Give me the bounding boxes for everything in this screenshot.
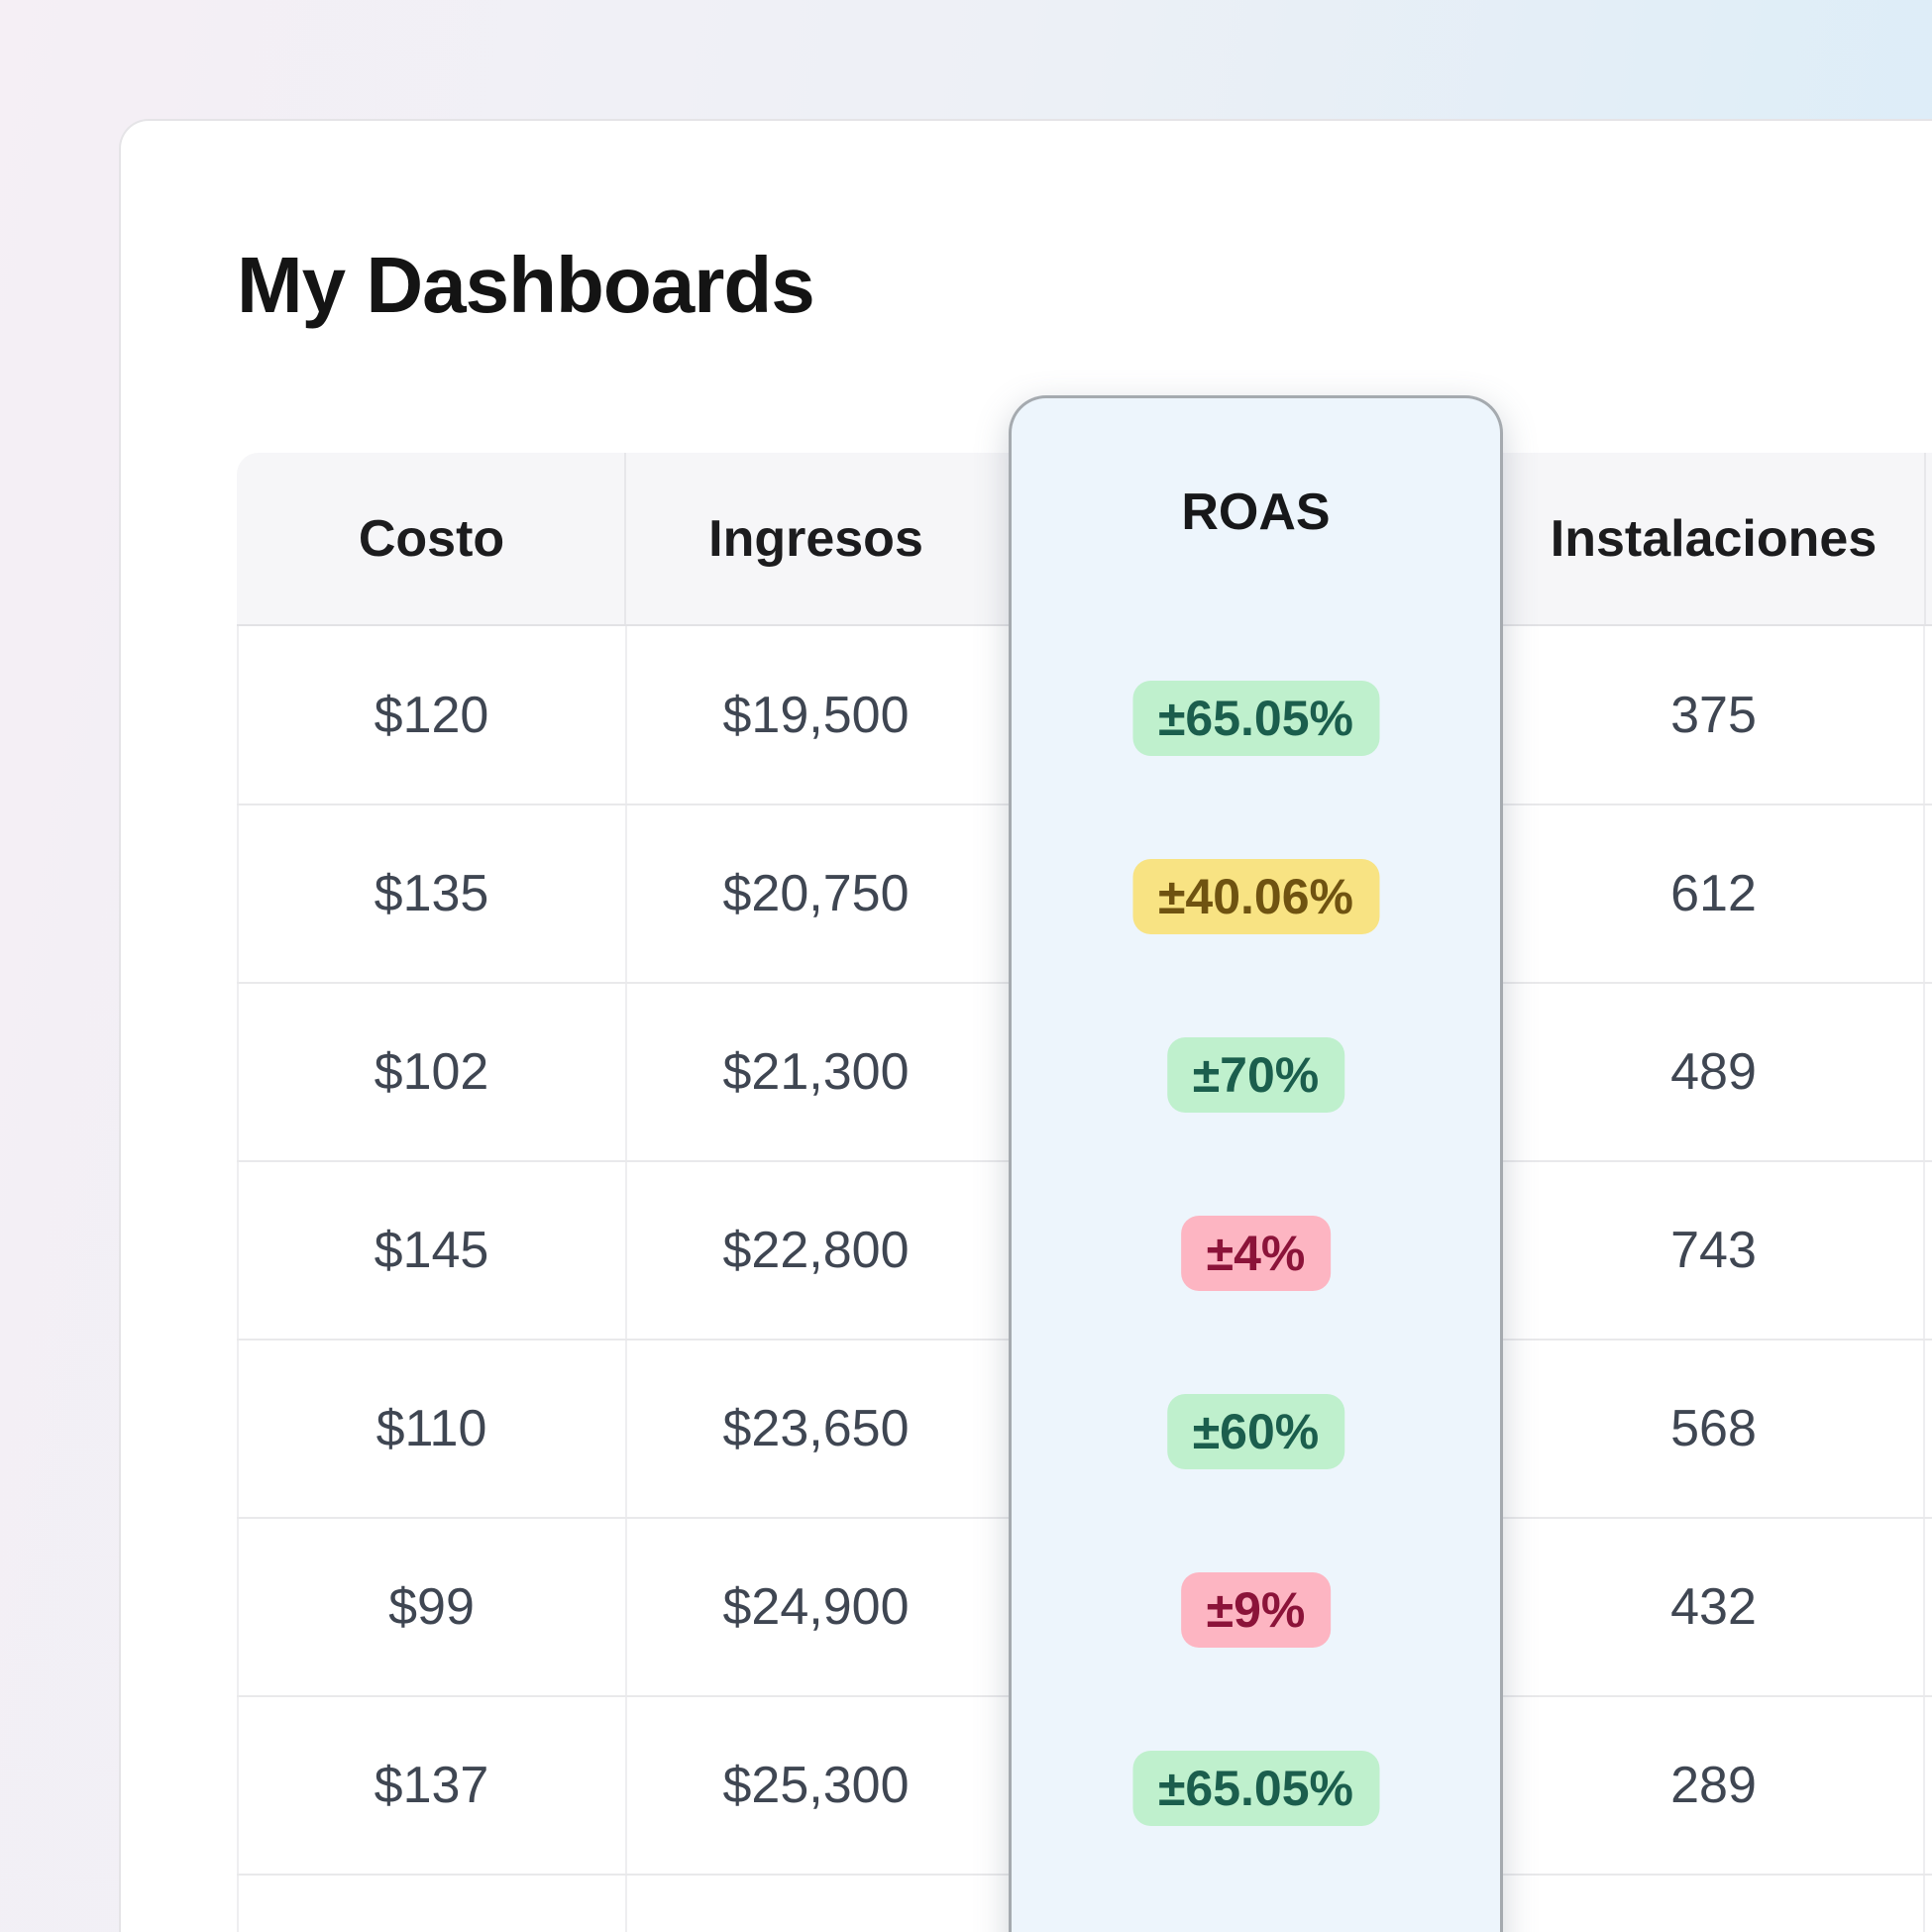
cell-ingresos: $25,300 [722, 1757, 910, 1814]
cell-costo: $145 [374, 1222, 489, 1279]
header-divider [624, 453, 626, 624]
cell-costo: $135 [374, 865, 489, 922]
header-divider [1924, 453, 1926, 624]
cell-ingresos: $23,650 [722, 1400, 910, 1457]
cell-instalaciones: 612 [1670, 865, 1757, 922]
table-left-border [237, 626, 239, 1932]
cell-costo: $99 [388, 1578, 475, 1636]
cell-instalaciones: 489 [1670, 1043, 1757, 1101]
cell-instalaciones: 375 [1670, 687, 1757, 744]
cell-ingresos: $22,800 [722, 1222, 910, 1279]
cell-ingresos: $20,750 [722, 865, 910, 922]
column-divider [625, 626, 627, 1932]
cell-costo: $120 [374, 687, 489, 744]
roas-badge: ±70% [1166, 1037, 1345, 1113]
column-header-ingresos[interactable]: Ingresos [708, 509, 923, 568]
cell-costo: $102 [374, 1043, 489, 1101]
cell-costo: $137 [374, 1757, 489, 1814]
cell-instalaciones: 743 [1670, 1222, 1757, 1279]
roas-badge: ±65.05% [1131, 1751, 1380, 1826]
roas-badge: ±4% [1180, 1216, 1332, 1291]
column-divider [1923, 626, 1925, 1932]
cell-ingresos: $21,300 [722, 1043, 910, 1101]
roas-badge: ±65.05% [1131, 681, 1380, 756]
cell-ingresos: $19,500 [722, 687, 910, 744]
roas-badge: ±60% [1166, 1394, 1345, 1469]
column-header-costo[interactable]: Costo [358, 509, 505, 568]
roas-badge: ±40.06% [1131, 859, 1380, 934]
column-header-instalaciones[interactable]: Instalaciones [1550, 509, 1878, 568]
page-title: My Dashboards [237, 241, 815, 329]
roas-badge: ±9% [1180, 1572, 1332, 1648]
cell-instalaciones: 432 [1670, 1578, 1757, 1636]
cell-instalaciones: 568 [1670, 1400, 1757, 1457]
cell-instalaciones: 289 [1670, 1757, 1757, 1814]
column-header-roas: ROAS [1181, 483, 1331, 541]
roas-column-card[interactable]: ROAS ±65.05% ±40.06% ±70% ±4% ±60% ±9% ±65.05% [1009, 395, 1503, 1932]
cell-costo: $110 [376, 1400, 487, 1457]
cell-ingresos: $24,900 [722, 1578, 910, 1636]
